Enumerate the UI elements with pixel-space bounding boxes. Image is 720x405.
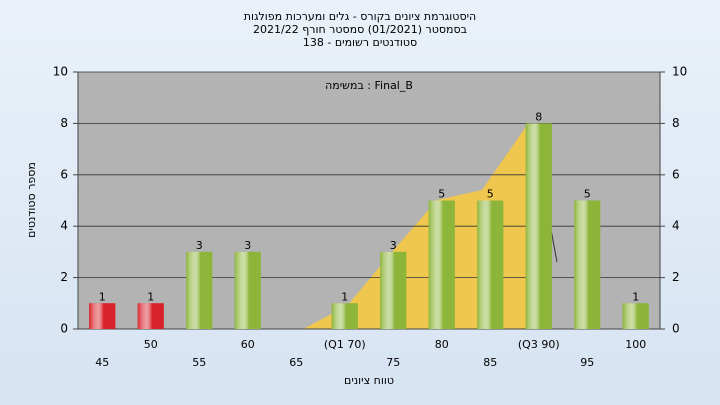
- bar-shine: [137, 303, 164, 329]
- y2-tick-label: 10: [672, 65, 687, 79]
- y-tick-label: 6: [60, 167, 68, 181]
- x-tick-label: 95: [580, 356, 594, 369]
- x-axis-label: טווח ציונים: [344, 374, 394, 387]
- bar-shine: [622, 303, 649, 329]
- data-label: 3: [196, 239, 203, 252]
- y-tick-label: 0: [60, 322, 68, 336]
- y2-tick-label: 4: [672, 219, 680, 233]
- y-tick-label: 10: [53, 65, 68, 79]
- x-tick-label: 75: [386, 356, 400, 369]
- y2-tick-label: 2: [672, 270, 680, 284]
- bar-shine: [477, 200, 504, 329]
- y-axis-label: מספר סטודנטים: [25, 162, 38, 238]
- y2-tick-label: 6: [672, 167, 680, 181]
- x-tick-label: 100: [625, 338, 646, 351]
- x-tick-label: 55: [192, 356, 206, 369]
- bar-shine: [525, 123, 552, 330]
- y-tick-label: 4: [60, 219, 68, 233]
- title-line: בסמסטר (01/2021) סמסטר חורף 2021/22: [253, 23, 467, 36]
- y-tick-label: 2: [60, 270, 68, 284]
- data-label: 3: [390, 239, 397, 252]
- x-tick-label: 85: [483, 356, 497, 369]
- bar-shine: [89, 303, 116, 329]
- x-tick-label: 50: [144, 338, 158, 351]
- bar-shine: [331, 303, 358, 329]
- x-tick-label: 80: [435, 338, 449, 351]
- bar-shine: [186, 251, 213, 329]
- x-tick-label: 65: [289, 356, 303, 369]
- x-tick-label: 60: [241, 338, 255, 351]
- data-label: 1: [341, 290, 348, 303]
- y-tick-label: 8: [60, 116, 68, 130]
- bar-shine: [574, 200, 601, 329]
- x-tick-label: 45: [95, 356, 109, 369]
- data-label: 5: [438, 188, 445, 201]
- data-label: 1: [632, 290, 639, 303]
- data-label: 1: [147, 290, 154, 303]
- data-label: 5: [487, 188, 494, 201]
- y2-tick-label: 8: [672, 116, 680, 130]
- bar-shine: [428, 200, 455, 329]
- x-tick-label: (Q1 70): [324, 338, 366, 351]
- x-tick-label: (Q3 90): [518, 338, 560, 351]
- title-line: היסטוגרמת ציונים בקורס - גלים ומערכות מפ…: [244, 10, 476, 23]
- data-label: 3: [244, 239, 251, 252]
- y2-tick-label: 0: [672, 322, 680, 336]
- data-label: 1: [99, 290, 106, 303]
- data-label: 8: [535, 110, 542, 123]
- bar-shine: [234, 251, 261, 329]
- data-label: 5: [584, 188, 591, 201]
- title-line: סטודנטים רשומים - 138: [303, 36, 417, 49]
- bar-shine: [380, 251, 407, 329]
- annotation: במשימה : Final_B: [325, 79, 413, 92]
